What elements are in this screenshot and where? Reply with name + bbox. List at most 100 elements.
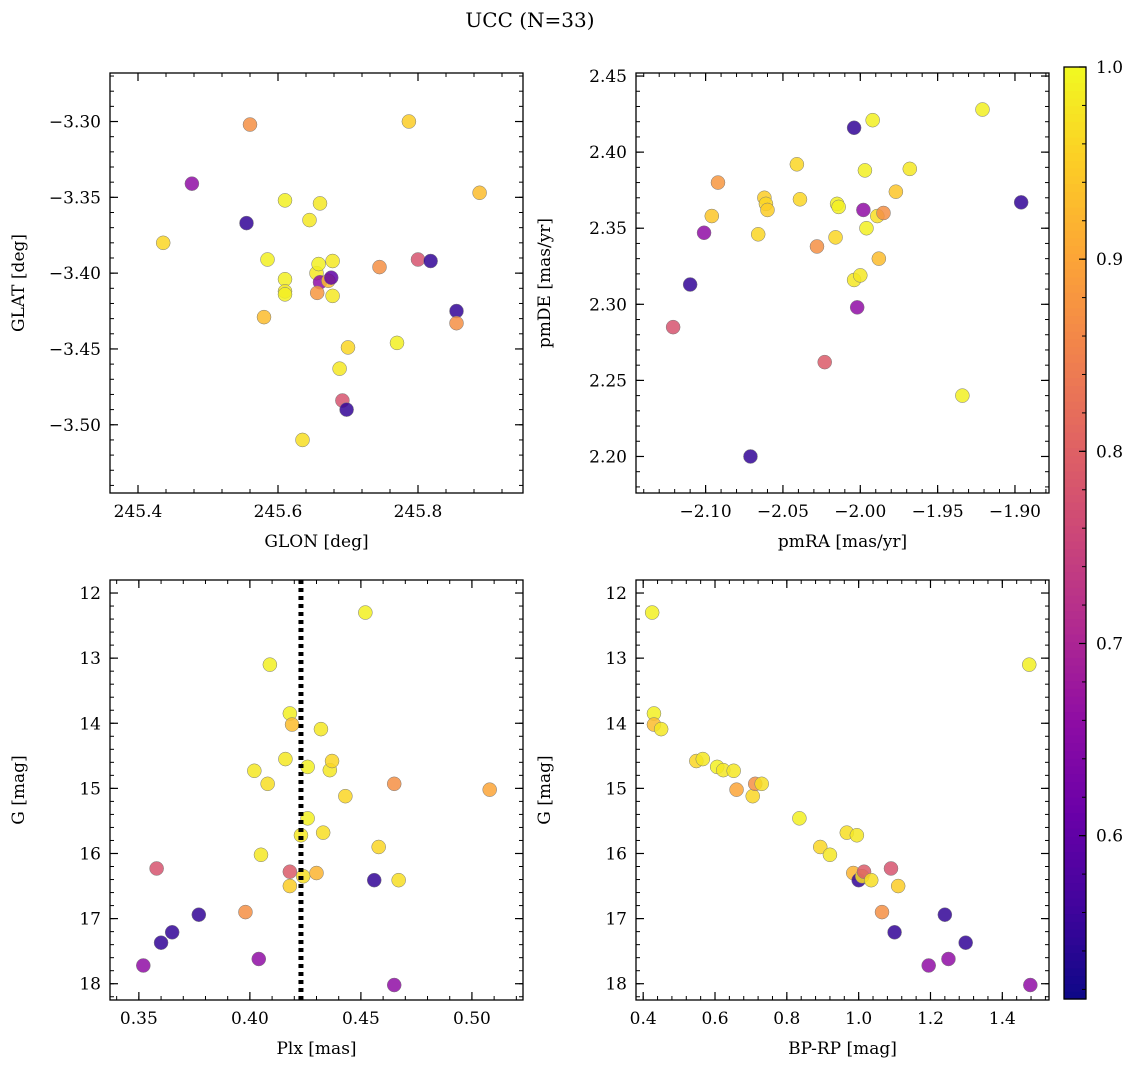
data-point xyxy=(849,828,865,843)
colorbar-strip xyxy=(1064,447,1086,456)
data-point xyxy=(323,270,339,285)
data-point xyxy=(239,215,254,231)
y-axis-label: pmDE [mas/yr] xyxy=(535,218,555,348)
y-tick-label: −3.35 xyxy=(49,188,101,208)
colorbar-strip xyxy=(1064,486,1086,495)
colorbar-strip xyxy=(1064,610,1086,620)
data-point xyxy=(876,205,891,221)
y-tick-label: −3.40 xyxy=(49,264,101,284)
x-tick-label: 0.6 xyxy=(701,1009,728,1029)
colorbar-strip xyxy=(1064,820,1086,829)
colorbar-strip xyxy=(1064,470,1086,480)
data-point xyxy=(309,285,325,301)
colorbar-strip xyxy=(1064,804,1086,814)
colorbar-strip xyxy=(1064,175,1086,185)
x-axis-label: pmRA [mas/yr] xyxy=(778,532,907,552)
colorbar-strip xyxy=(1064,276,1086,286)
colorbar-strip xyxy=(1064,882,1086,891)
y-axis-label: G [mag] xyxy=(9,755,29,824)
colorbar-strip xyxy=(1064,983,1086,992)
data-point xyxy=(750,227,766,242)
y-axis-label: GLAT [deg] xyxy=(9,234,29,332)
colorbar-strip xyxy=(1064,781,1086,790)
data-point xyxy=(284,717,300,732)
data-point xyxy=(155,235,171,251)
data-point xyxy=(153,935,169,950)
colorbar-strip xyxy=(1064,517,1086,526)
data-point xyxy=(325,253,340,269)
data-point xyxy=(1013,195,1029,210)
data-point xyxy=(372,259,387,275)
colorbar-tick-label: 0.8 xyxy=(1096,442,1123,462)
x-tick-label: 0.35 xyxy=(120,1009,158,1029)
data-point xyxy=(386,776,402,792)
axes-frame xyxy=(635,579,1050,1001)
colorbar-strip xyxy=(1064,167,1086,177)
data-point xyxy=(871,251,887,266)
data-point xyxy=(644,605,660,620)
x-tick-label: 1.0 xyxy=(845,1009,872,1029)
colorbar-strip xyxy=(1064,338,1086,348)
colorbar-strip xyxy=(1064,991,1086,1000)
y-tick-label: 17 xyxy=(605,910,627,930)
data-point xyxy=(410,252,426,267)
data-point xyxy=(729,782,744,797)
data-point xyxy=(817,354,832,370)
x-tick-label: 0.45 xyxy=(342,1009,380,1029)
colorbar-strip xyxy=(1064,121,1086,130)
colorbar-strip xyxy=(1064,789,1086,798)
data-point xyxy=(238,904,253,920)
data-point xyxy=(695,751,711,767)
colorbar-strip xyxy=(1064,408,1086,418)
colorbar-strip xyxy=(1064,206,1086,216)
colorbar-strip xyxy=(1064,579,1086,588)
data-point xyxy=(325,288,340,304)
colorbar-strip xyxy=(1064,393,1086,402)
colorbar-strip xyxy=(1064,540,1086,550)
colorbar-strip xyxy=(1064,944,1086,953)
colorbar-strip xyxy=(1064,688,1086,697)
data-point xyxy=(423,253,438,269)
data-point xyxy=(809,239,825,254)
panel-2: −2.10 −2.05 −2.00 −1.95 −1.90 2.20 2.25 2.30 2.3… xyxy=(535,67,1050,552)
data-point xyxy=(941,951,956,967)
data-point xyxy=(1023,977,1038,993)
data-point xyxy=(888,184,904,199)
colorbar-strip xyxy=(1064,828,1086,837)
data-point xyxy=(958,935,973,950)
colorbar-strip xyxy=(1064,898,1086,907)
colorbar-strip xyxy=(1064,859,1086,868)
data-point xyxy=(696,225,712,241)
data-point xyxy=(449,315,464,331)
colorbar-strip xyxy=(1064,105,1086,115)
data-point xyxy=(887,925,902,940)
colorbar-strip xyxy=(1064,773,1086,783)
colorbar-strip xyxy=(1064,377,1086,387)
colorbar-strip xyxy=(1064,323,1086,332)
data-point xyxy=(366,872,382,888)
colorbar-strip xyxy=(1064,680,1086,689)
colorbar-strip xyxy=(1064,455,1086,464)
data-point xyxy=(472,185,487,201)
x-tick-label: 245.4 xyxy=(114,502,163,522)
colorbar-strip xyxy=(1064,975,1086,985)
colorbar-strip xyxy=(1064,595,1086,604)
x-tick-label: −2.05 xyxy=(757,502,809,522)
axes-frame xyxy=(635,72,1050,494)
y-tick-label: 14 xyxy=(605,714,627,734)
data-point xyxy=(324,753,340,769)
x-axis-label: BP-RP [mag] xyxy=(788,1039,897,1059)
colorbar-strip xyxy=(1064,952,1086,961)
data-point xyxy=(1021,657,1037,672)
data-point xyxy=(262,657,278,672)
colorbar-strip xyxy=(1064,890,1086,899)
colorbar-strip xyxy=(1064,657,1086,666)
colorbar-strip xyxy=(1064,315,1086,324)
colorbar-strip xyxy=(1064,160,1086,169)
data-point xyxy=(401,114,417,129)
data-point xyxy=(828,230,843,245)
colorbar: 0.6 0.7 0.8 0.9 1.0 xyxy=(1063,58,1123,1000)
data-point xyxy=(302,212,317,228)
data-point xyxy=(726,763,741,779)
